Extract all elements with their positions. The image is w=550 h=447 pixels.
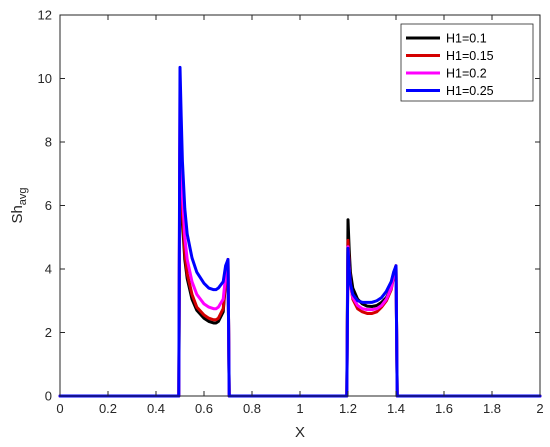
x-tick-label: 1 [296,401,303,416]
legend-label-0: H1=0.1 [446,32,487,46]
legend-label-2: H1=0.2 [446,67,487,81]
x-tick-label: 1.8 [483,401,501,416]
x-tick-label: 0 [56,401,63,416]
x-tick-label: 1.4 [387,401,405,416]
x-axis-label: X [295,424,305,441]
x-tick-label: 0.2 [99,401,117,416]
x-tick-label: 1.2 [339,401,357,416]
x-tick-label: 0.4 [147,401,165,416]
legend-label-1: H1=0.15 [446,49,494,63]
x-tick-label: 2 [536,401,543,416]
y-axis-ticks: 0 2 4 6 8 10 12 [38,8,540,404]
legend-label-3: H1=0.25 [446,84,494,98]
y-tick-label: 4 [45,262,52,277]
y-tick-label: 12 [38,8,52,23]
y-axis-label-base: Sh [9,205,26,223]
legend: H1=0.1 H1=0.15 H1=0.2 H1=0.25 [400,23,534,102]
y-tick-label: 8 [45,135,52,150]
x-axis-ticks: 0 0.2 0.4 0.6 0.8 1 1.2 1.4 1.6 1.8 2 [56,15,544,416]
y-axis-label: Shavg [9,187,29,223]
y-tick-label: 6 [45,198,52,213]
x-tick-label: 1.6 [435,401,453,416]
y-tick-label: 2 [45,325,52,340]
y-tick-label: 0 [45,389,52,404]
x-tick-label: 0.6 [195,401,213,416]
y-tick-label: 10 [38,71,52,86]
y-axis-label-subscript: avg [17,187,29,205]
x-tick-label: 0.8 [243,401,261,416]
